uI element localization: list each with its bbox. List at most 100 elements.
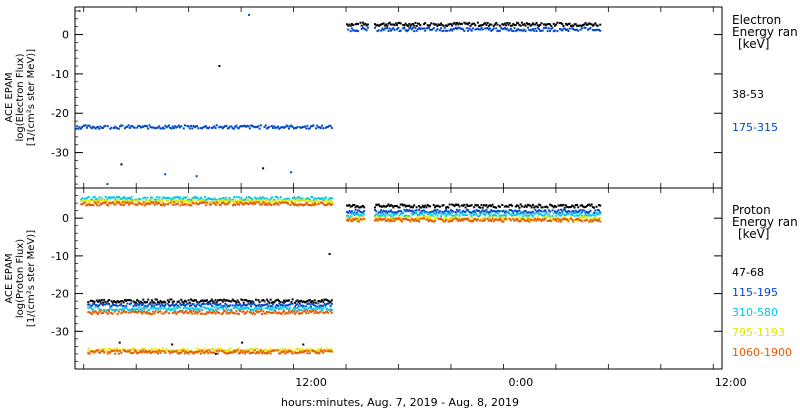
data-point xyxy=(126,125,129,128)
data-point xyxy=(199,304,202,307)
data-point xyxy=(495,218,498,221)
data-point xyxy=(246,124,249,127)
data-point xyxy=(167,203,170,206)
data-point xyxy=(399,203,402,206)
data-point xyxy=(593,218,596,221)
data-point xyxy=(562,203,565,206)
data-point xyxy=(208,198,211,201)
data-point xyxy=(591,219,594,222)
data-point xyxy=(125,306,128,309)
data-point xyxy=(447,220,450,223)
data-point xyxy=(506,27,509,30)
data-point xyxy=(280,303,283,306)
data-point xyxy=(553,205,556,208)
data-point xyxy=(290,124,293,127)
data-point xyxy=(222,196,225,199)
data-point xyxy=(103,199,106,202)
data-point xyxy=(527,23,530,26)
data-point xyxy=(374,206,377,209)
data-point xyxy=(81,197,84,200)
data-point xyxy=(220,299,223,302)
data-point xyxy=(516,210,519,213)
data-point xyxy=(382,204,385,207)
data-point xyxy=(267,300,270,303)
data-point xyxy=(176,304,179,307)
data-point xyxy=(295,300,298,303)
data-point xyxy=(189,201,192,204)
data-point xyxy=(186,198,189,201)
data-point xyxy=(422,206,425,209)
data-point xyxy=(421,27,424,30)
data-point xyxy=(117,348,120,351)
data-point xyxy=(126,201,129,204)
data-point xyxy=(159,350,162,353)
data-point xyxy=(184,199,187,202)
data-point xyxy=(137,124,140,127)
data-point xyxy=(421,204,424,207)
data-point xyxy=(222,199,225,202)
data-point xyxy=(318,351,321,354)
data-point xyxy=(474,203,477,206)
data-point xyxy=(235,201,238,204)
data-point xyxy=(552,206,555,209)
data-point xyxy=(458,22,461,25)
data-point xyxy=(326,201,329,204)
data-point xyxy=(497,205,500,208)
data-point xyxy=(438,212,441,215)
data-point xyxy=(119,197,122,200)
data-point xyxy=(560,214,563,217)
data-point xyxy=(95,304,98,307)
data-point xyxy=(433,219,436,222)
data-point xyxy=(322,351,325,354)
data-point xyxy=(212,309,215,312)
data-point xyxy=(487,213,490,216)
data-point xyxy=(131,124,134,127)
data-point xyxy=(248,13,251,16)
data-point xyxy=(263,197,266,200)
data-point xyxy=(97,125,100,128)
data-point xyxy=(413,211,416,214)
data-point xyxy=(594,218,597,221)
data-point xyxy=(296,351,299,354)
data-point xyxy=(276,201,279,204)
data-point xyxy=(533,29,536,32)
data-point xyxy=(153,304,156,307)
data-point xyxy=(380,23,383,26)
data-point xyxy=(126,197,129,200)
data-point xyxy=(552,212,555,215)
data-point xyxy=(205,349,208,352)
data-point xyxy=(196,303,199,306)
data-point xyxy=(325,199,328,202)
data-point xyxy=(393,219,396,222)
data-point xyxy=(421,217,424,220)
data-point xyxy=(408,219,411,222)
x-axis-title: hours:minutes, Aug. 7, 2019 - Aug. 8, 20… xyxy=(281,396,519,409)
data-point xyxy=(593,217,596,220)
data-point xyxy=(205,198,208,201)
data-point xyxy=(105,311,108,314)
data-point xyxy=(109,196,112,199)
data-point xyxy=(317,302,320,305)
data-point xyxy=(205,201,208,204)
data-point xyxy=(216,299,219,302)
data-point xyxy=(321,308,324,311)
data-point xyxy=(265,306,268,309)
data-point xyxy=(295,352,298,355)
data-point xyxy=(374,219,377,222)
data-point xyxy=(329,204,332,207)
data-point xyxy=(265,310,268,313)
data-point xyxy=(310,348,313,351)
data-point xyxy=(82,199,85,202)
data-point xyxy=(386,219,389,222)
data-point xyxy=(544,209,547,212)
data-point xyxy=(87,124,90,127)
data-point xyxy=(513,219,516,222)
data-point xyxy=(234,350,237,353)
data-point xyxy=(298,200,301,203)
data-point xyxy=(215,306,218,309)
data-point xyxy=(350,205,353,208)
data-point xyxy=(430,218,433,221)
data-point xyxy=(239,303,242,306)
data-point xyxy=(318,350,321,353)
data-point xyxy=(299,203,302,206)
